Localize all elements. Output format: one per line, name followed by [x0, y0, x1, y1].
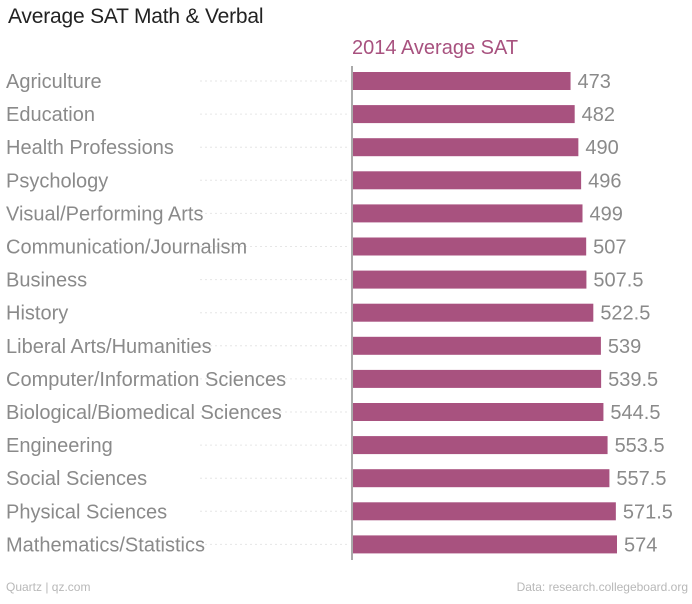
chart-title: Average SAT Math & Verbal — [8, 5, 264, 28]
bar — [353, 138, 579, 157]
value-label: 539 — [608, 336, 641, 358]
bar — [353, 369, 602, 388]
category-label: Biological/Biomedical Sciences — [6, 402, 282, 424]
category-label: Social Sciences — [6, 468, 147, 490]
category-label: Liberal Arts/Humanities — [6, 336, 212, 358]
value-label: 553.5 — [615, 435, 665, 457]
category-label: Communication/Journalism — [6, 237, 247, 259]
bar — [353, 469, 610, 488]
category-label: Education — [6, 104, 95, 126]
category-label: Agriculture — [6, 71, 102, 93]
bar — [353, 105, 575, 124]
bar — [353, 270, 587, 289]
category-label: Visual/Performing Arts — [6, 203, 204, 225]
category-label: Business — [6, 270, 87, 292]
bar — [353, 237, 587, 256]
value-label: 507.5 — [593, 270, 643, 292]
value-label: 507 — [593, 237, 626, 259]
value-label: 574 — [624, 534, 657, 556]
bar — [353, 502, 616, 521]
bar — [353, 171, 582, 190]
footer-source-right: Data: research.collegeboard.org — [516, 580, 688, 594]
value-label: 496 — [588, 170, 621, 192]
footer-source-left: Quartz | qz.com — [6, 580, 91, 594]
value-label: 544.5 — [610, 402, 660, 424]
bar — [353, 535, 617, 554]
value-label: 522.5 — [600, 303, 650, 325]
value-label: 482 — [582, 104, 615, 126]
category-label: History — [6, 303, 68, 325]
category-label: Computer/Information Sciences — [6, 369, 286, 391]
value-label: 490 — [585, 137, 618, 159]
category-label: Health Professions — [6, 137, 174, 159]
series-title: 2014 Average SAT — [352, 37, 519, 59]
value-label: 557.5 — [616, 468, 666, 490]
value-label: 499 — [590, 203, 623, 225]
bar — [353, 436, 608, 455]
category-label: Psychology — [6, 170, 108, 192]
value-label: 571.5 — [623, 501, 673, 523]
bar — [353, 72, 571, 90]
value-label: 473 — [578, 71, 611, 93]
category-label: Mathematics/Statistics — [6, 534, 205, 556]
bar — [353, 403, 604, 421]
bar — [353, 336, 601, 355]
bar — [353, 204, 583, 223]
category-label: Engineering — [6, 435, 113, 457]
category-label: Physical Sciences — [6, 501, 167, 523]
value-label: 539.5 — [608, 369, 658, 391]
bar — [353, 303, 594, 322]
